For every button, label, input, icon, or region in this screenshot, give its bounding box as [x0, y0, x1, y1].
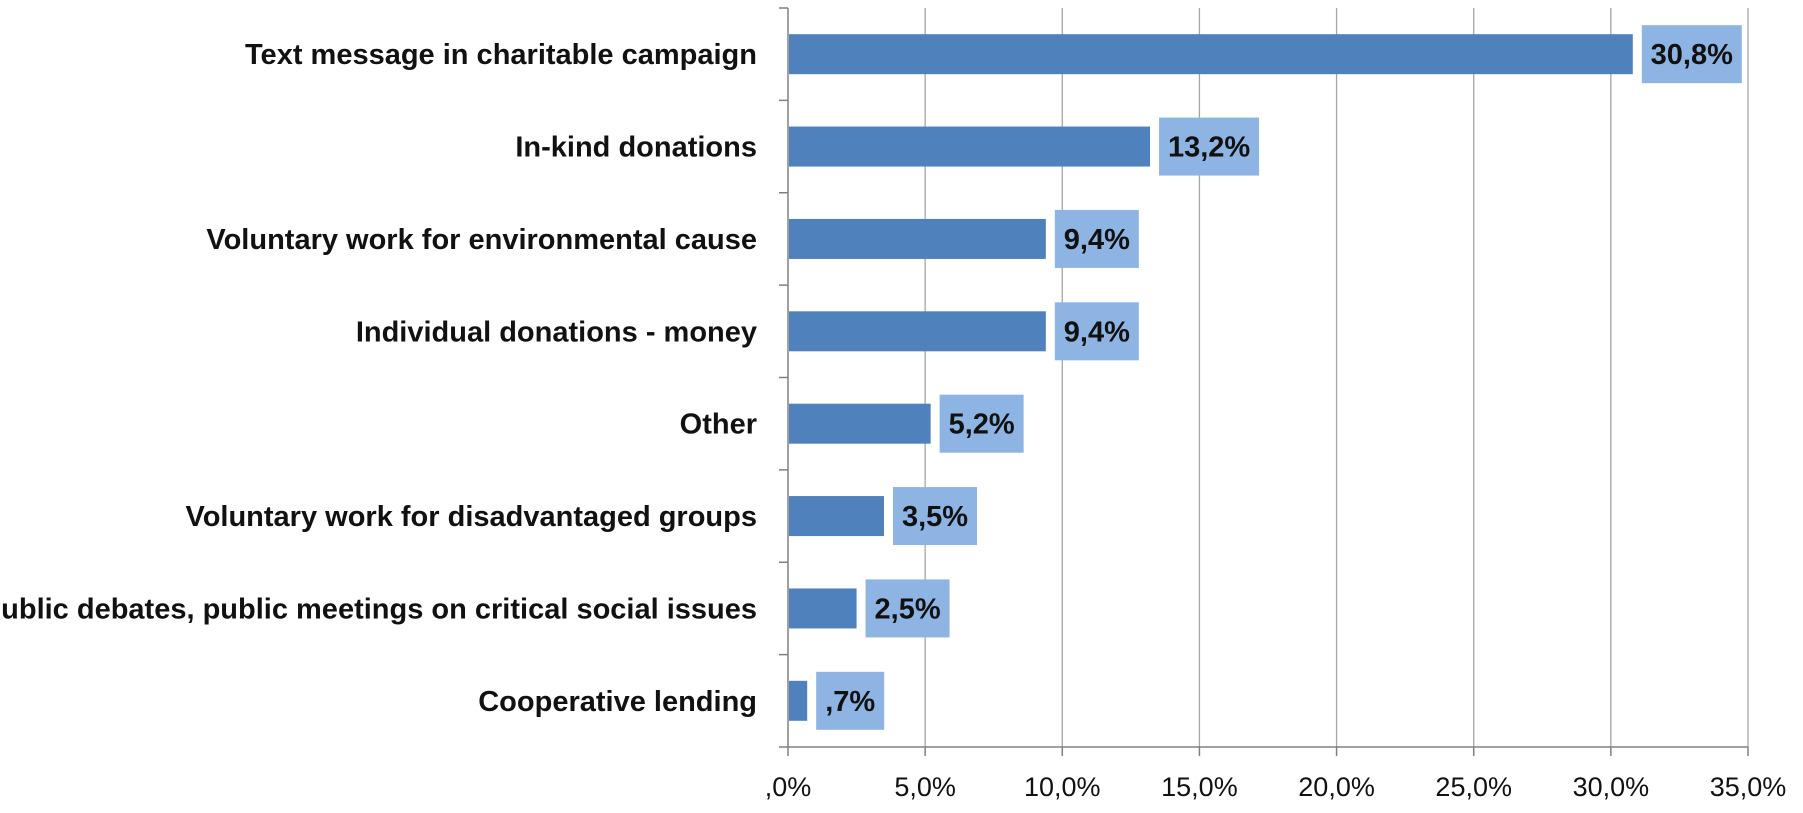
x-tick-label: 5,0%	[894, 772, 956, 802]
data-label: 9,4%	[1064, 316, 1130, 348]
axes	[779, 7, 1749, 756]
category-label: Cooperative lending	[478, 686, 757, 718]
x-tick-label: 20,0%	[1298, 772, 1375, 802]
bar	[789, 311, 1046, 352]
bar	[789, 126, 1151, 167]
category-label: Voluntary work for environmental cause	[206, 224, 757, 256]
category-label: Public debates, public meetings on criti…	[0, 593, 757, 625]
bar	[789, 218, 1046, 259]
data-label: 5,2%	[949, 409, 1015, 441]
category-label: Individual donations - money	[356, 316, 757, 348]
data-label-box	[1641, 25, 1742, 84]
category-label: In-kind donations	[515, 132, 757, 164]
x-tick-label: 30,0%	[1573, 772, 1650, 802]
x-tick-label: ,0%	[765, 772, 812, 802]
x-tick-label: 10,0%	[1024, 772, 1101, 802]
bar	[789, 34, 1633, 75]
data-label: 3,5%	[902, 501, 968, 533]
data-label: 2,5%	[875, 593, 941, 625]
bar	[789, 496, 884, 537]
data-label-box	[893, 487, 977, 546]
data-label: 13,2%	[1168, 132, 1250, 164]
bar	[789, 680, 808, 721]
bar	[789, 588, 857, 629]
data-label-box	[1054, 209, 1139, 268]
x-tick-labels: ,0% 5,0% 10,0% 15,0% 20,0% 25,0% 30,0% 35,0%	[765, 772, 1787, 802]
data-labels: 30,8% 13,2% 9,4% 9,4% 5,2% 3,5% 2,5% ,7%	[816, 25, 1742, 730]
data-label-box	[939, 394, 1024, 453]
data-label-box	[1054, 302, 1139, 361]
data-label: 9,4%	[1064, 224, 1130, 256]
data-label: 30,8%	[1651, 39, 1733, 71]
category-label: Text message in charitable campaign	[245, 39, 757, 71]
bars	[789, 34, 1633, 721]
gridlines	[924, 8, 1749, 747]
data-label-box	[1159, 117, 1260, 176]
category-labels: Text message in charitable campaign In-ki…	[0, 39, 757, 718]
x-tick-label: 15,0%	[1161, 772, 1238, 802]
category-label: Voluntary work for disadvantaged groups	[186, 501, 758, 533]
data-label: ,7%	[825, 686, 875, 718]
bar	[789, 403, 931, 444]
data-label-box	[865, 579, 950, 638]
category-label: Other	[680, 409, 757, 441]
data-label-box	[816, 671, 885, 730]
x-tick-label: 35,0%	[1710, 772, 1787, 802]
x-tick-label: 25,0%	[1435, 772, 1512, 802]
